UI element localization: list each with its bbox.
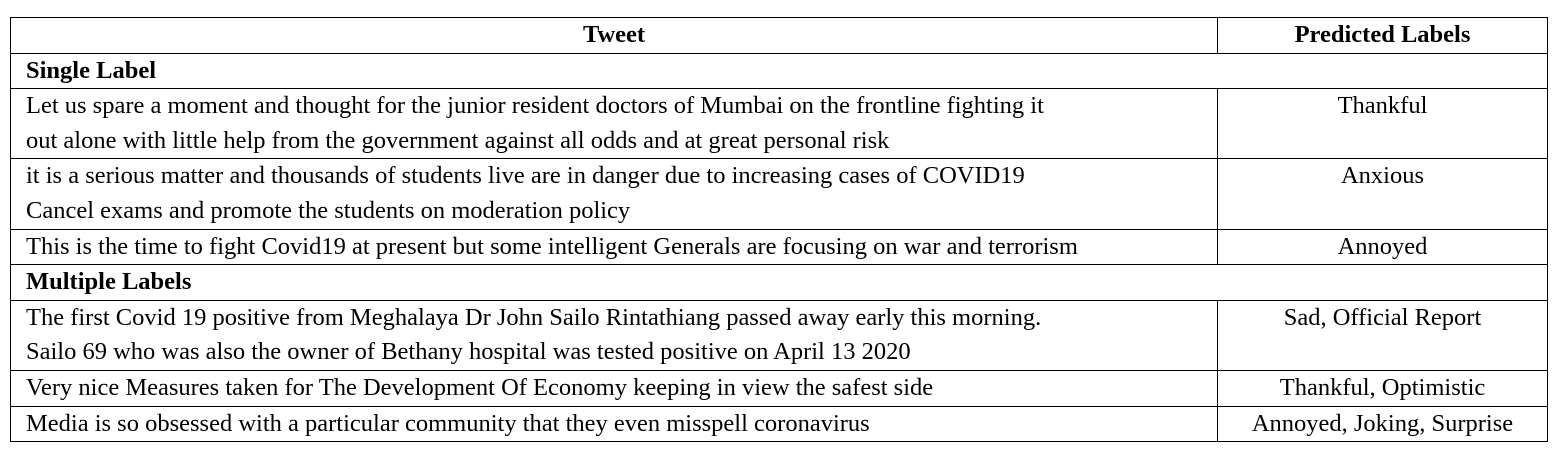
tweet-text-line: This is the time to fight Covid19 at pre… xyxy=(26,232,1078,260)
table-row: Let us spare a moment and thought for th… xyxy=(10,88,1548,160)
tweet-text-line: Media is so obsessed with a particular c… xyxy=(26,409,870,437)
section-title-multiple-labels: Multiple Labels xyxy=(10,264,1548,301)
section-row: Multiple Labels xyxy=(10,264,1548,301)
header-row: Tweet Predicted Labels xyxy=(10,17,1548,54)
predicted-labels-cell: Thankful, Optimistic xyxy=(1217,369,1548,407)
table-row: Very nice Measures taken for The Develop… xyxy=(10,369,1548,407)
tweet-text-line: Let us spare a moment and thought for th… xyxy=(26,92,1044,120)
tweet-text-line: Very nice Measures taken for The Develop… xyxy=(26,373,934,401)
column-header-predicted-labels: Predicted Labels xyxy=(1217,17,1548,54)
tweet-cell: Media is so obsessed with a particular c… xyxy=(10,405,1218,443)
tweet-cell: it is a serious matter and thousands of … xyxy=(10,158,1218,230)
tweet-cell: Let us spare a moment and thought for th… xyxy=(10,88,1218,160)
tweet-labels-table: Tweet Predicted Labels Single Label Let … xyxy=(10,17,1548,443)
predicted-labels-cell: Annoyed, Joking, Surprise xyxy=(1217,405,1548,443)
tweet-cell: The first Covid 19 positive from Meghala… xyxy=(10,299,1218,371)
tweet-text-line: The first Covid 19 positive from Meghala… xyxy=(26,303,1042,331)
tweet-text-line: out alone with little help from the gove… xyxy=(26,126,890,154)
tweet-text-line: Sailo 69 who was also the owner of Betha… xyxy=(26,338,911,366)
table-row: The first Covid 19 positive from Meghala… xyxy=(10,299,1548,371)
predicted-labels-cell: Annoyed xyxy=(1217,228,1548,266)
section-row: Single Label xyxy=(10,52,1548,90)
tweet-cell: This is the time to fight Covid19 at pre… xyxy=(10,228,1218,266)
table-row: it is a serious matter and thousands of … xyxy=(10,158,1548,230)
table-row: Media is so obsessed with a particular c… xyxy=(10,405,1548,443)
section-title-single-label: Single Label xyxy=(10,52,1548,90)
table-row: This is the time to fight Covid19 at pre… xyxy=(10,228,1548,266)
predicted-labels-cell: Sad, Official Report xyxy=(1217,299,1548,371)
predicted-labels-cell: Anxious xyxy=(1217,158,1548,230)
tweet-text-line: Cancel exams and promote the students on… xyxy=(26,196,631,224)
tweet-text-line: it is a serious matter and thousands of … xyxy=(26,162,1025,190)
column-header-tweet: Tweet xyxy=(10,17,1218,54)
predicted-labels-cell: Thankful xyxy=(1217,88,1548,160)
tweet-cell: Very nice Measures taken for The Develop… xyxy=(10,369,1218,407)
